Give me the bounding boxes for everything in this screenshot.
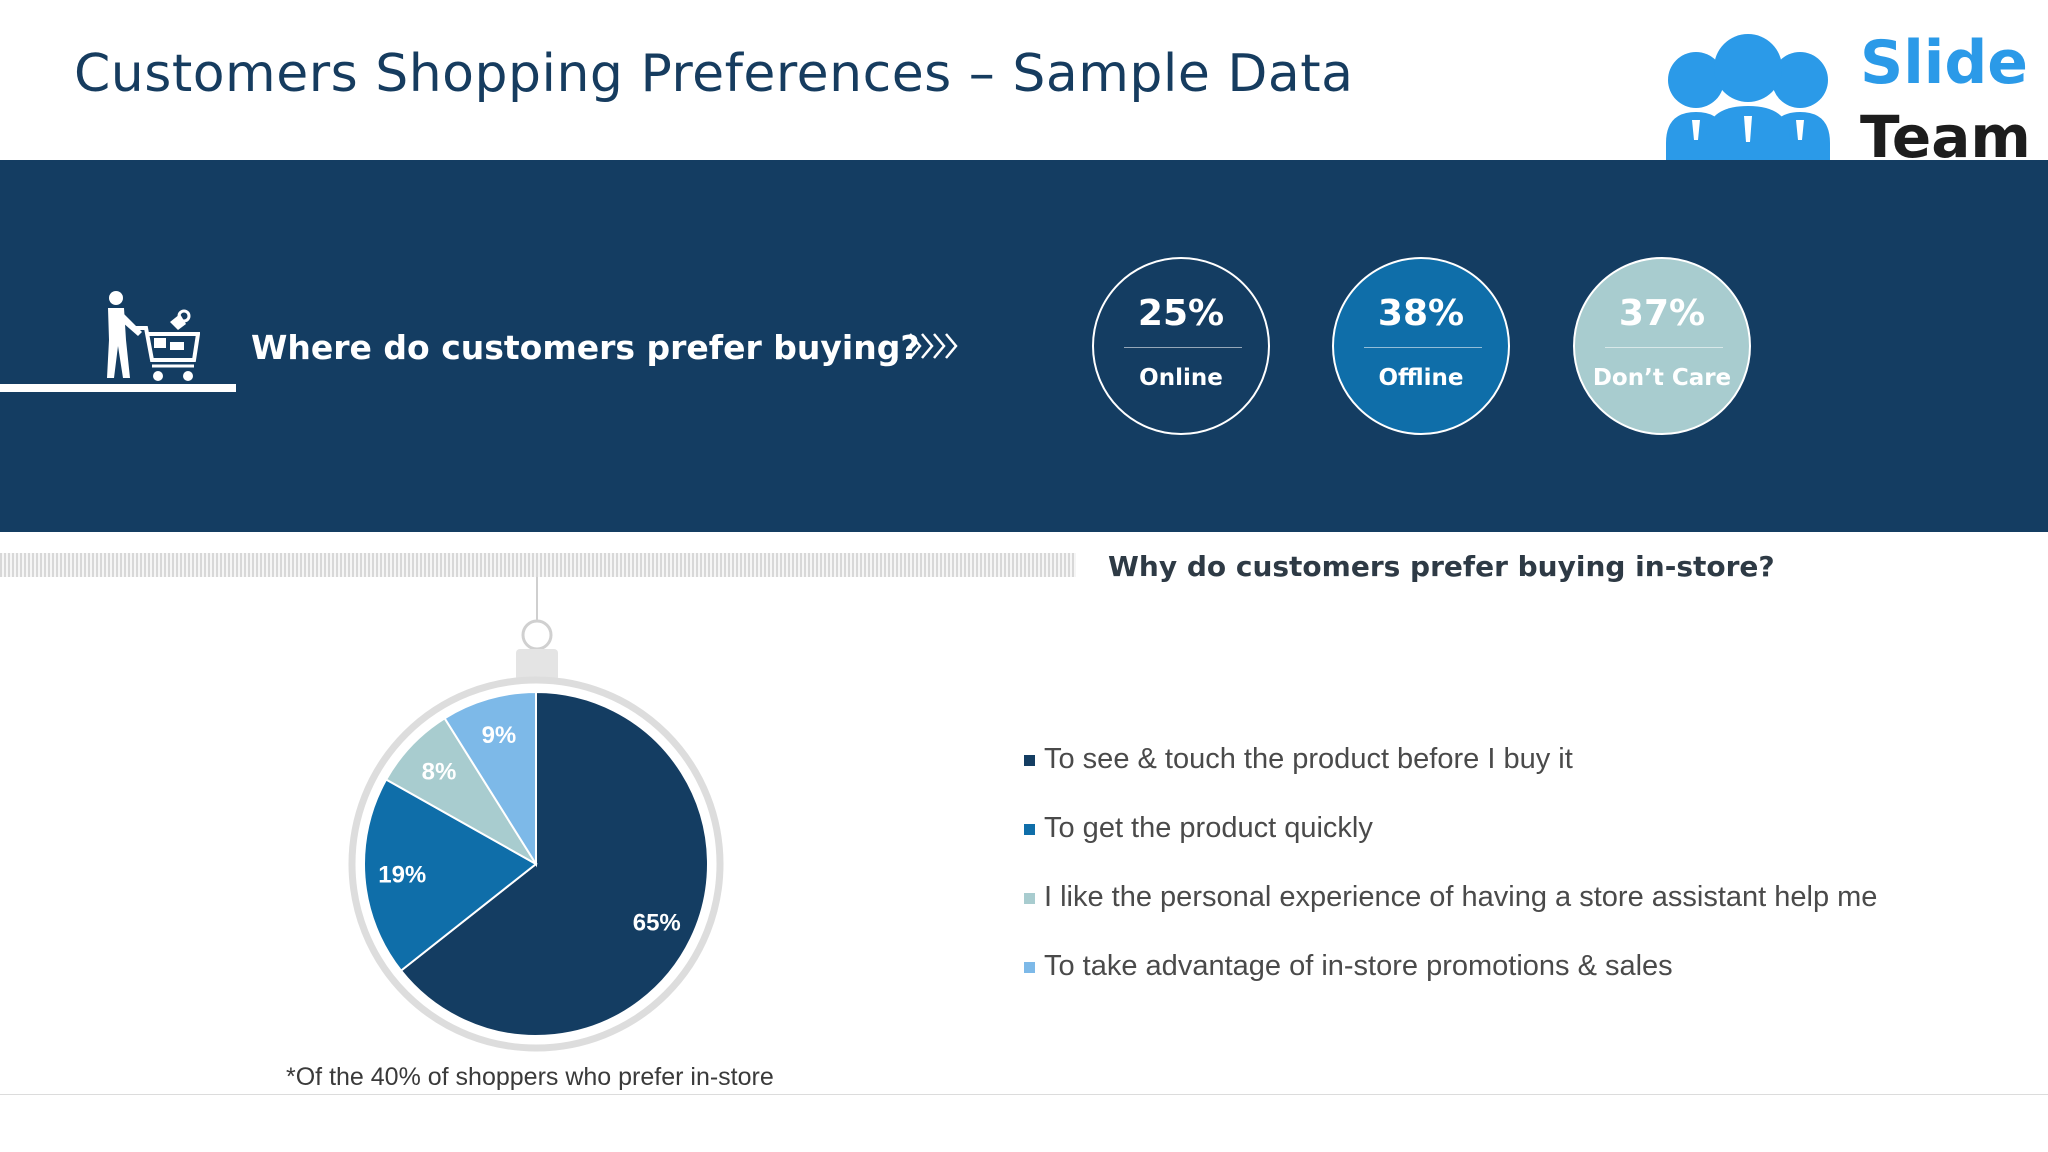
pie-slice-see-touch: [399, 690, 709, 1037]
pie-data-label: 65%: [633, 909, 681, 936]
legend-swatch: [1024, 755, 1035, 766]
decorative-stripe: [0, 553, 1076, 577]
stat-online: 25% Online: [1092, 257, 1270, 435]
legend-label: To take advantage of in-store promotions…: [1044, 950, 1673, 982]
legend-swatch: [1024, 962, 1035, 973]
pie-data-label: 19%: [378, 861, 426, 888]
slide-title: Customers Shopping Preferences – Sample …: [74, 44, 1354, 104]
pie-chart: 65% 19% 8% 9%: [348, 577, 724, 1052]
pie-slice-promotions: [443, 690, 537, 868]
stat-value: 37%: [1618, 293, 1706, 334]
chevrons-right-icon: [909, 333, 958, 359]
band-question: Where do customers prefer buying?: [251, 328, 920, 367]
stat-offline: 38% Offline: [1332, 257, 1510, 435]
pie-data-label: 9%: [482, 722, 517, 749]
stat-value: 38%: [1377, 293, 1465, 334]
ornament-loop: [521, 619, 553, 651]
footnote: *Of the 40% of shoppers who prefer in-st…: [286, 1063, 774, 1091]
stat-label: Offline: [1378, 365, 1464, 391]
legend-label: To see & touch the product before I buy …: [1044, 743, 1573, 775]
ornament-cap: [516, 649, 558, 681]
stat-value: 25%: [1137, 293, 1225, 334]
section-question: Why do customers prefer buying in-store?: [1108, 550, 1775, 583]
legend-label: To get the product quickly: [1044, 812, 1373, 844]
stat-divider: [1124, 347, 1242, 348]
pie-outer-ring: [348, 676, 724, 1052]
stat-label: Online: [1139, 365, 1223, 391]
preference-band: Where do customers prefer buying? 25% On…: [0, 160, 2048, 532]
stat-divider: [1605, 347, 1723, 348]
legend-swatch: [1024, 893, 1035, 904]
pie-slice-quickly: [363, 778, 538, 973]
legend-swatch: [1024, 824, 1035, 835]
bottom-rule: [0, 1094, 2048, 1095]
stat-divider: [1364, 347, 1482, 348]
icon-underline: [0, 384, 236, 392]
slideteam-logo: Slide Team: [1660, 28, 2031, 171]
pie-data-label: 8%: [422, 758, 457, 785]
shopping-cart-person-icon: [107, 291, 200, 381]
stat-label: Don’t Care: [1592, 365, 1732, 391]
stat-dont-care: 37% Don’t Care: [1573, 257, 1751, 435]
logo-word-team: Team: [1860, 103, 2031, 171]
legend-label: I like the personal experience of having…: [1044, 881, 1878, 913]
logo-word-slide: Slide: [1860, 28, 2028, 98]
people-group-icon: [1666, 34, 1830, 168]
